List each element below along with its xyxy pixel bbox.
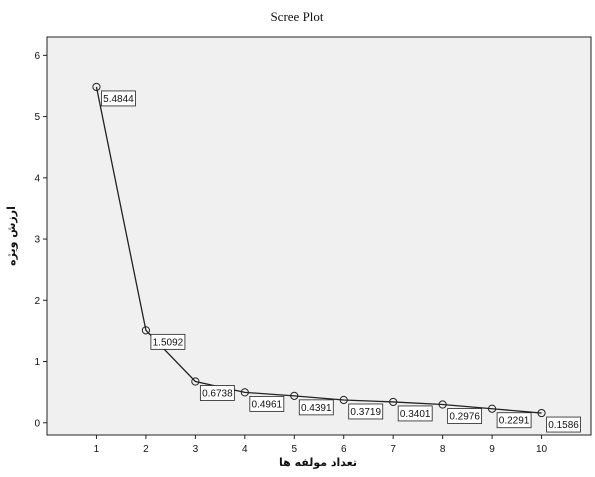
data-label: 0.1586: [548, 420, 579, 431]
data-point: [487, 404, 497, 413]
x-tick-label: 1: [94, 444, 100, 455]
x-tick-label: 9: [489, 444, 495, 455]
x-axis-label: تعداد مولفه ها: [279, 456, 357, 469]
data-label-box: [249, 395, 285, 412]
x-tick-label: 10: [536, 444, 548, 455]
x-tick-label: 2: [143, 444, 149, 455]
y-tick-label: 6: [34, 51, 40, 62]
y-axis-label: ارزش ویژه: [5, 206, 18, 266]
data-point: [290, 391, 299, 400]
data-point: [389, 397, 398, 407]
data-point: [191, 377, 200, 386]
data-label-box: [397, 405, 433, 422]
data-label: 0.3401: [400, 409, 431, 420]
plot-area: [46, 36, 592, 436]
data-label-box: [298, 399, 334, 416]
data-label: 1.5092: [153, 337, 184, 348]
y-tick-label: 5: [34, 112, 40, 123]
data-point: [537, 408, 546, 418]
scree-line: [95, 86, 542, 414]
y-tick-label: 0: [34, 418, 40, 429]
x-tick-label: 3: [193, 444, 199, 455]
data-label-box: [101, 90, 136, 107]
data-label: 0.2976: [449, 412, 480, 423]
data-point: [92, 82, 101, 92]
data-label-box: [348, 403, 384, 420]
data-label: 0.6738: [202, 388, 233, 399]
y-tick-label: 2: [34, 296, 40, 307]
x-tick-label: 5: [291, 444, 297, 455]
data-point: [240, 388, 249, 397]
data-label: 5.4844: [103, 94, 134, 105]
data-label: 0.4961: [252, 399, 283, 410]
data-point: [438, 400, 447, 409]
data-label: 0.4391: [301, 403, 332, 414]
x-tick-label: 8: [440, 444, 446, 455]
y-tick-label: 3: [34, 235, 40, 246]
data-label-box: [496, 412, 532, 429]
x-tick-label: 4: [242, 444, 248, 455]
data-label-box: [150, 333, 186, 350]
data-label-box: [546, 416, 581, 433]
data-label-box: [447, 408, 483, 424]
data-label: 0.2291: [499, 416, 530, 427]
y-tick-label: 1: [34, 357, 40, 368]
data-point: [339, 395, 348, 405]
chart-title: Scree Plot: [270, 9, 323, 24]
data-point: [141, 326, 151, 335]
x-tick-label: 7: [390, 444, 396, 455]
data-label: 0.3719: [350, 407, 381, 418]
data-label-box: [199, 385, 235, 401]
x-tick-label: 6: [341, 444, 347, 455]
y-tick-label: 4: [34, 173, 40, 184]
